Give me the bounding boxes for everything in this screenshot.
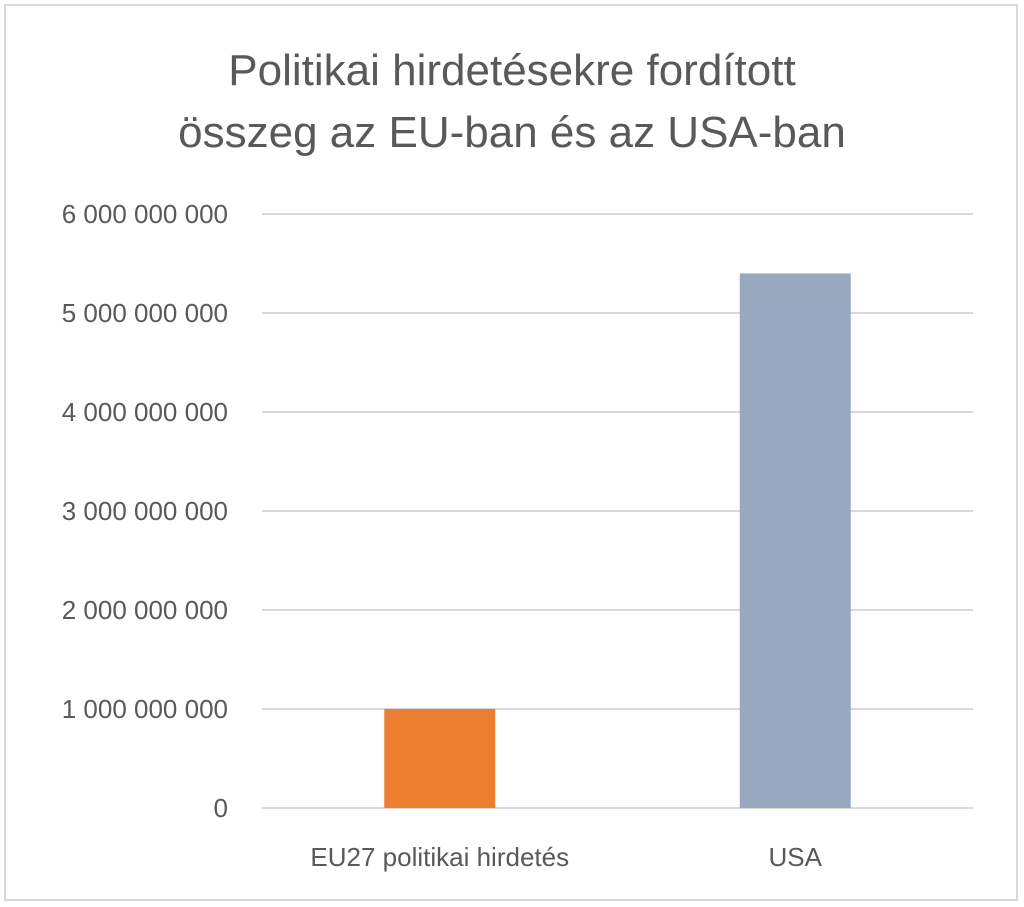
y-tick-label: 3 000 000 000 bbox=[62, 496, 228, 526]
x-category-label: USA bbox=[769, 842, 823, 872]
chart-title: Politikai hirdetésekre fordított összeg … bbox=[0, 40, 1024, 164]
y-tick-label: 5 000 000 000 bbox=[62, 298, 228, 328]
y-tick-label: 6 000 000 000 bbox=[62, 199, 228, 229]
chart-title-line-2: összeg az EU-ban és az USA-ban bbox=[178, 108, 846, 157]
y-tick-label: 0 bbox=[214, 793, 228, 823]
y-tick-label: 1 000 000 000 bbox=[62, 694, 228, 724]
bar bbox=[384, 709, 496, 808]
x-category-label: EU27 politikai hirdetés bbox=[310, 842, 569, 872]
bar bbox=[739, 273, 851, 808]
y-tick-label: 2 000 000 000 bbox=[62, 595, 228, 625]
chart-title-line-1: Politikai hirdetésekre fordított bbox=[228, 46, 796, 95]
y-tick-label: 4 000 000 000 bbox=[62, 397, 228, 427]
